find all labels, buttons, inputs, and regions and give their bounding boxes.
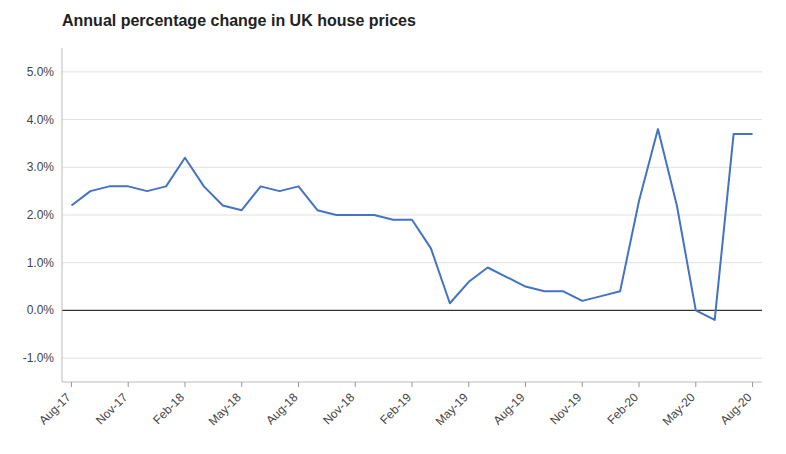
y-tick-label: 5.0% (27, 65, 55, 79)
grid-line (62, 358, 762, 359)
x-tick (695, 382, 696, 387)
y-tick-label: 1.0% (27, 256, 55, 270)
x-tick (412, 382, 413, 387)
grid-line (62, 215, 762, 216)
x-tick (71, 382, 72, 387)
x-tick (241, 382, 242, 387)
x-tick-label: Aug-17 (36, 390, 73, 427)
x-tick (525, 382, 526, 387)
x-tick-label: Aug-18 (263, 390, 300, 427)
y-axis-line (62, 48, 63, 382)
grid-line (62, 119, 762, 120)
x-tick (355, 382, 356, 387)
x-tick (128, 382, 129, 387)
x-tick (298, 382, 299, 387)
x-tick (639, 382, 640, 387)
chart: Annual percentage change in UK house pri… (0, 0, 786, 454)
y-tick-label: 3.0% (27, 160, 55, 174)
x-tick-label: May-18 (206, 390, 244, 428)
title: Annual percentage change in UK house pri… (62, 12, 416, 29)
grid-line (62, 71, 762, 72)
y-tick-label: 0.0% (27, 303, 55, 317)
x-tick-label: May-20 (660, 390, 698, 428)
x-tick-label: Nov-18 (320, 390, 357, 427)
line (71, 129, 752, 320)
x-tick-label: Feb-20 (604, 390, 641, 427)
grid-line (62, 262, 762, 263)
x-tick-label: Nov-19 (547, 390, 584, 427)
zero-line (62, 310, 762, 311)
x-tick-label: May-19 (433, 390, 471, 428)
x-tick (184, 382, 185, 387)
plot-area (71, 129, 752, 320)
x-tick (582, 382, 583, 387)
x-tick-label: Aug-20 (717, 390, 754, 427)
y-tick-label: 2.0% (27, 208, 55, 222)
x-tick-label: Aug-19 (490, 390, 527, 427)
x-tick-label: Nov-17 (93, 390, 130, 427)
grid-line (62, 167, 762, 168)
x-tick-label: Feb-19 (377, 390, 414, 427)
x-tick-label: Feb-18 (150, 390, 187, 427)
x-tick (752, 382, 753, 387)
y-tick-label: -1.0% (23, 351, 55, 365)
x-tick (468, 382, 469, 387)
y-tick-label: 4.0% (27, 113, 55, 127)
y-axis: -1.0% 0.0% 1.0% 2.0% 3.0% 4.0% 5.0% (23, 65, 762, 365)
x-axis: Aug-17 Nov-17 Feb-18 May-18 Aug-18 Nov-18 Feb-… (36, 382, 755, 428)
